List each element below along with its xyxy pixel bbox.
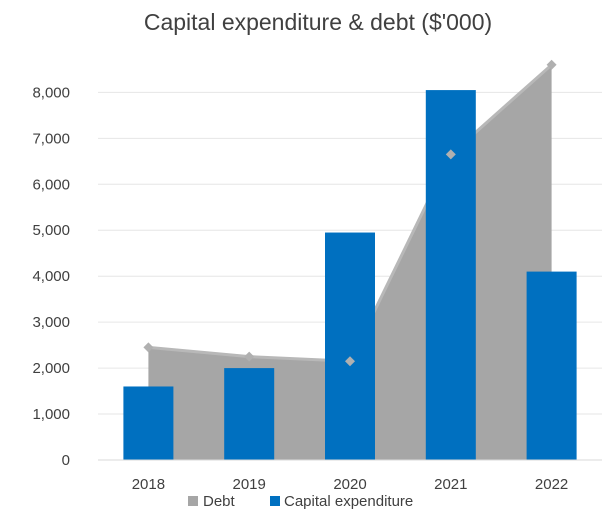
- legend-swatch-capital-expenditure: [270, 496, 280, 506]
- legend-swatch-debt: [188, 496, 198, 506]
- x-tick-label: 2018: [132, 476, 165, 493]
- debt-marker-2021: [445, 149, 456, 160]
- y-tick-label: 5,000: [32, 222, 70, 239]
- y-tick-label: 4,000: [32, 268, 70, 285]
- capex-bar-2018: [123, 386, 174, 460]
- legend: Debt Capital expenditure: [188, 493, 413, 510]
- capex-bar-2020: [325, 232, 375, 460]
- y-tick-label: 1,000: [32, 406, 70, 423]
- y-tick-label: 2,000: [32, 360, 70, 377]
- x-tick-label: 2019: [233, 476, 266, 493]
- y-tick-label: 8,000: [32, 84, 70, 101]
- capex-bar-2019: [224, 368, 275, 460]
- debt-marker-2018: [143, 342, 154, 353]
- debt-marker-2022: [546, 59, 557, 70]
- x-axis-ticks: 2018 2019 2020 2021 2022: [132, 476, 569, 493]
- x-tick-label: 2021: [434, 476, 467, 493]
- x-tick-label: 2022: [535, 476, 568, 493]
- chart-title: Capital expenditure & debt ($'000): [144, 9, 492, 35]
- debt-marker-2019: [244, 351, 255, 362]
- y-axis-ticks: 0 1,000 2,000 3,000 4,000 5,000 6,000 7,000 8,00…: [32, 84, 70, 469]
- capex-bar-series: [123, 59, 577, 460]
- y-tick-label: 3,000: [32, 314, 70, 331]
- capex-bar-2022: [526, 271, 577, 460]
- capex-bar-2021: [425, 90, 476, 460]
- y-tick-label: 6,000: [32, 176, 70, 193]
- legend-label-debt: Debt: [203, 493, 236, 510]
- y-tick-label: 7,000: [32, 130, 70, 147]
- debt-marker-2020: [345, 356, 355, 367]
- legend-label-capital-expenditure: Capital expenditure: [284, 493, 413, 510]
- x-tick-label: 2020: [333, 476, 366, 493]
- y-tick-label: 0: [62, 452, 70, 469]
